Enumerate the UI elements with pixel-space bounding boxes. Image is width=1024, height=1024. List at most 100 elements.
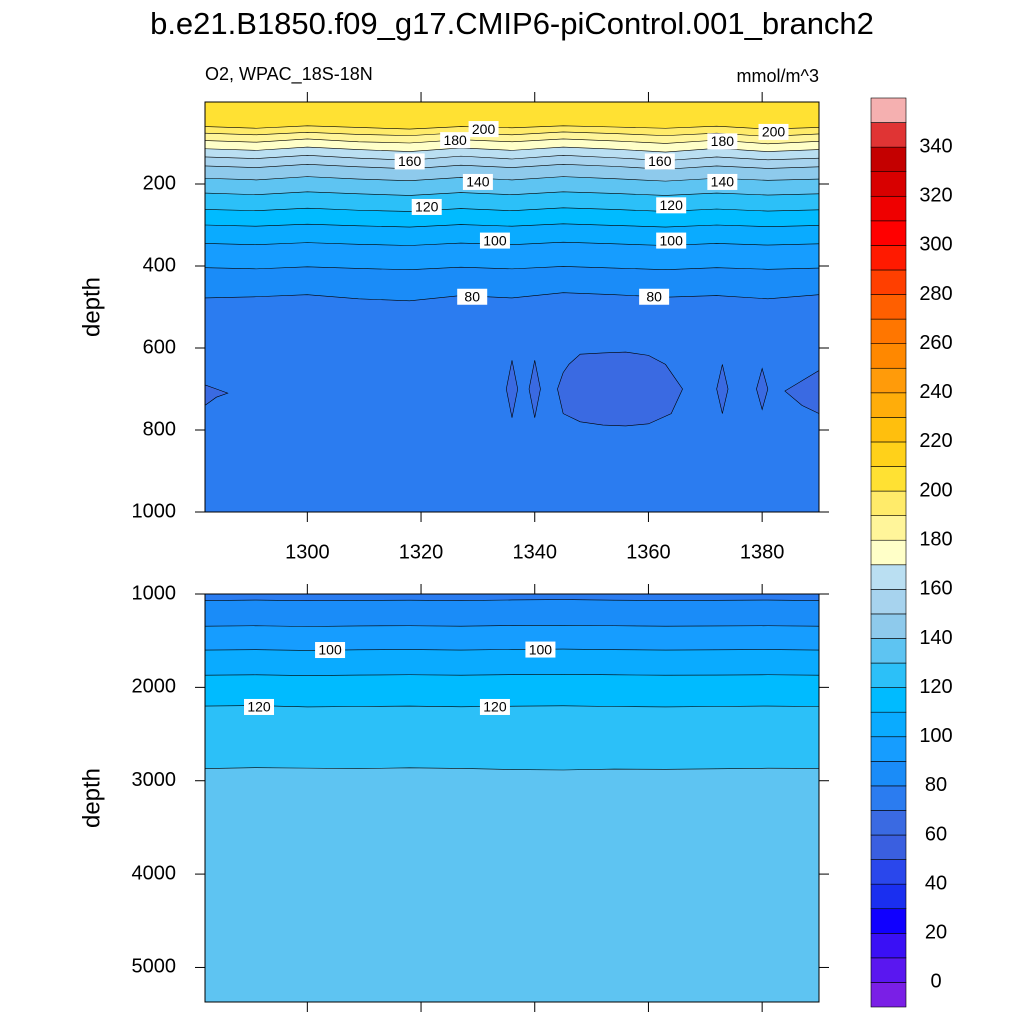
contour-label: 140 <box>711 174 735 190</box>
plot-area: 200 200 180 180 160 160 140 140 120 120 100 100 80 80 <box>205 102 819 512</box>
contour-region <box>528 360 541 418</box>
contour-label-box <box>639 288 670 305</box>
contour-line <box>205 164 819 170</box>
band-fill <box>205 649 819 676</box>
colorbar-box <box>870 220 907 246</box>
contour-line <box>205 624 819 627</box>
contour-region <box>205 384 229 406</box>
contour-label: 120 <box>660 197 684 213</box>
band-fill <box>205 242 819 270</box>
colorbar-label: 20 <box>925 922 947 944</box>
y-tick-label: 4000 <box>132 862 177 884</box>
colorbar-box <box>870 736 907 762</box>
subtitle-left: O2, WPAC_18S-18N <box>205 64 373 85</box>
y-tick-label: 200 <box>143 172 176 194</box>
colorbar-box <box>870 834 907 860</box>
contour-label: 200 <box>762 124 786 140</box>
band-fill <box>205 767 819 1002</box>
contour-line <box>205 767 819 771</box>
colorbar-box <box>870 318 907 344</box>
contour-label: 80 <box>464 288 480 304</box>
contour-label: 100 <box>660 232 684 248</box>
contour-line <box>205 599 819 602</box>
contour-label-box <box>315 642 346 659</box>
band-fill <box>205 223 819 246</box>
contour-line <box>205 223 819 228</box>
band-fill <box>205 599 819 627</box>
contour-label-box <box>468 121 499 138</box>
contour-label: 120 <box>247 699 271 715</box>
colorbar-box <box>870 589 907 615</box>
colorbar-box <box>870 417 907 443</box>
x-tick-label: 1320 <box>399 541 444 563</box>
colorbar-label: 40 <box>925 872 947 894</box>
contour-region <box>716 364 729 414</box>
colorbar-box <box>870 122 907 148</box>
contour-label: 120 <box>483 699 507 715</box>
colorbar-box <box>870 613 907 639</box>
contour-label-box <box>394 153 425 170</box>
contour-line <box>205 266 819 270</box>
colorbar-box <box>870 859 907 885</box>
colorbar-box <box>870 539 907 566</box>
colorbar-box <box>870 367 907 394</box>
colorbar-box <box>870 662 907 688</box>
contour-line <box>205 648 819 651</box>
y-tick-label: 1000 <box>132 582 177 604</box>
colorbar-box <box>870 982 907 1008</box>
band-fill <box>205 625 819 651</box>
colorbar-box <box>870 883 907 910</box>
contour-label: 100 <box>529 641 553 657</box>
y-tick-label: 5000 <box>132 956 177 978</box>
y-tick-label: 3000 <box>132 769 177 791</box>
colorbar-box <box>870 146 907 173</box>
y-tick-label: 1000 <box>132 500 177 522</box>
y-axis-label: depth <box>78 277 105 337</box>
colorbar-label: 100 <box>919 725 952 747</box>
contour-line <box>205 292 819 302</box>
contour-label: 160 <box>648 153 672 169</box>
contour-label-box <box>479 698 510 715</box>
colorbar-label: 280 <box>919 283 952 305</box>
band-fill <box>205 131 819 144</box>
band-fill <box>205 705 819 770</box>
colorbar-label: 160 <box>919 578 952 600</box>
colorbar-box <box>870 294 907 320</box>
colorbar-box <box>870 785 907 811</box>
colorbar-box <box>870 171 907 197</box>
colorbar-box <box>870 392 907 418</box>
chart-title: b.e21.B1850.f09_g17.CMIP6-piControl.001_… <box>150 6 874 41</box>
colorbar-label: 320 <box>919 185 952 207</box>
subtitle-right: mmol/m^3 <box>737 66 819 86</box>
contour-line <box>205 131 819 137</box>
colorbar-box <box>870 97 907 123</box>
colorbar-label: 0 <box>930 971 941 993</box>
x-tick-label: 1340 <box>512 541 557 563</box>
colorbar-box <box>870 908 907 934</box>
colorbar-box <box>870 810 907 836</box>
contour-label-box <box>479 232 510 249</box>
contour-label: 200 <box>472 121 496 137</box>
y-axis-label: depth <box>78 768 105 828</box>
contour-label-box <box>462 173 493 190</box>
contour-label-box <box>707 173 738 190</box>
contour-region <box>557 351 683 427</box>
y-tick-label: 2000 <box>132 676 177 698</box>
contour-region <box>506 360 518 418</box>
colorbar-box <box>870 711 907 738</box>
contour-line <box>205 673 819 676</box>
colorbar-label: 340 <box>919 135 952 157</box>
y-tick-label: 400 <box>143 254 176 276</box>
contour-label: 180 <box>443 132 467 148</box>
contour-line <box>205 241 819 246</box>
contour-label-box <box>707 133 738 150</box>
colorbar-box <box>870 245 907 271</box>
contour-region <box>784 370 819 414</box>
colorbar-box <box>870 343 907 369</box>
contour-line <box>205 125 819 130</box>
x-tick-label: 1380 <box>740 541 785 563</box>
contour-label: 180 <box>711 133 735 149</box>
colorbar-box <box>870 957 907 983</box>
contour-label-box <box>457 288 488 305</box>
contour-line <box>205 154 819 161</box>
